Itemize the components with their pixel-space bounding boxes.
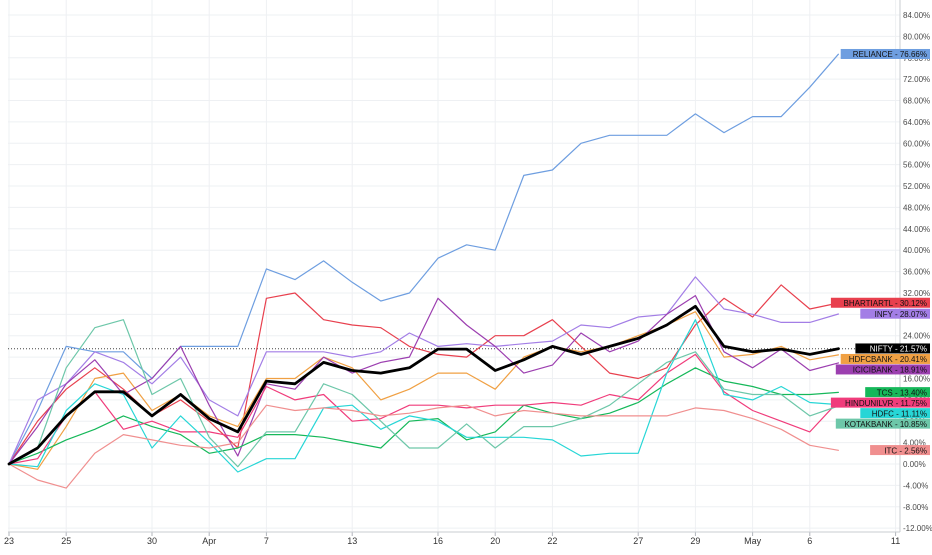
value-label-box <box>865 387 930 398</box>
y-tick-label: 80.00% <box>903 32 930 41</box>
value-label-bhartiartl: BHARTIARTL - 30.12% <box>830 297 930 308</box>
y-tick-label: 24.00% <box>903 332 930 341</box>
value-label-box <box>860 308 930 319</box>
x-tick-label: 25 <box>61 536 71 546</box>
value-label-text: HINDUNILVR - 11.75% <box>845 399 927 408</box>
value-label-icicibank: ICICIBANK - 18.91% <box>835 364 930 375</box>
x-tick-label: 11 <box>891 536 900 546</box>
y-tick-label: 72.00% <box>903 75 930 84</box>
value-label-infy: INFY - 28.07% <box>860 308 930 319</box>
y-tick-label: 36.00% <box>903 268 930 277</box>
grid <box>8 0 900 532</box>
series-line-hdfc <box>8 319 840 473</box>
value-label-text: BHARTIARTL - 30.12% <box>844 299 927 308</box>
y-tick-label: 44.00% <box>903 225 930 234</box>
x-tick-label: 13 <box>347 536 357 546</box>
y-tick-label: 40.00% <box>903 246 930 255</box>
value-label-box <box>830 297 930 308</box>
y-tick-label: 64.00% <box>903 118 930 127</box>
x-tick-label: 16 <box>433 536 443 546</box>
y-tick-label: 32.00% <box>903 289 930 298</box>
x-tick-label: 20 <box>490 536 500 546</box>
value-label-text: HDFCBANK - 20.41% <box>849 355 927 364</box>
series-lines <box>7 53 840 489</box>
y-tick-label: 4.00% <box>903 439 926 448</box>
y-tick-label: -8.00% <box>903 503 928 512</box>
y-tick-label: 60.00% <box>903 139 930 148</box>
value-label-kotakbank: KOTAKBANK - 10.85% <box>835 418 930 429</box>
value-label-nifty: NIFTY - 21.57% <box>855 343 930 354</box>
series-line-nifty <box>7 304 840 466</box>
x-tick-label: Apr <box>202 536 216 546</box>
value-label-text: ICICIBANK - 18.91% <box>853 366 927 375</box>
y-tick-label: -12.00% <box>903 524 932 533</box>
value-label-text: TCS - 13.40% <box>877 388 927 397</box>
x-tick-label: May <box>744 536 762 546</box>
value-label-box <box>840 48 930 59</box>
y-tick-label: -4.00% <box>903 481 928 490</box>
value-label-text: KOTAKBANK - 10.85% <box>844 420 927 429</box>
y-tick-label: 16.00% <box>903 374 930 383</box>
value-label-box <box>855 343 930 354</box>
value-label-box <box>840 353 930 364</box>
y-tick-label: 68.00% <box>903 97 930 106</box>
series-line-icicibank <box>8 295 840 465</box>
y-tick-label: 56.00% <box>903 161 930 170</box>
x-tick-label: 23 <box>4 536 14 546</box>
y-tick-label: 48.00% <box>903 203 930 212</box>
series-line-itc <box>8 404 840 489</box>
value-label-hdfcbank: HDFCBANK - 20.41% <box>840 353 930 364</box>
value-label-text: NIFTY - 21.57% <box>870 345 927 354</box>
value-label-reliance: RELIANCE - 76.66% <box>840 48 930 59</box>
value-label-text: HDFC - 11.11% <box>872 409 927 418</box>
y-tick-label: 52.00% <box>903 182 930 191</box>
value-label-tcs: TCS - 13.40% <box>865 387 930 397</box>
series-line-tcs <box>8 367 840 465</box>
series-line-hindunilvr <box>8 353 840 465</box>
value-label-text: ITC - 2.56% <box>884 446 927 455</box>
last-value-labels: RELIANCE - 76.66% BHARTIARTL - 30.12% INFY… <box>830 48 930 455</box>
value-label-hdfc: HDFC - 11.11% <box>860 408 930 418</box>
value-label-box <box>870 445 930 456</box>
value-label-itc: ITC - 2.56% <box>870 445 930 455</box>
series-line-bhartiartl <box>8 284 840 465</box>
value-label-text: INFY - 28.07% <box>875 310 927 319</box>
value-label-box <box>835 364 930 375</box>
value-label-box <box>835 418 930 429</box>
value-label-hindunilvr: HINDUNILVR - 11.75% <box>830 397 930 408</box>
series-line-reliance <box>8 53 840 465</box>
y-tick-label: 0.00% <box>903 460 926 469</box>
y-tick-label: 84.00% <box>903 11 930 20</box>
x-tick-label: 30 <box>147 536 157 546</box>
x-tick-label: 6 <box>807 536 812 546</box>
series-line-kotakbank <box>8 319 840 468</box>
x-tick-label: 29 <box>690 536 700 546</box>
x-tick-label: 7 <box>264 536 269 546</box>
series-line-infy <box>8 276 840 465</box>
value-label-box <box>860 408 930 419</box>
x-tick-label: 22 <box>547 536 557 546</box>
x-tick-label: 27 <box>633 536 643 546</box>
value-label-box <box>830 397 930 408</box>
value-label-text: RELIANCE - 76.66% <box>853 50 927 59</box>
series-line-hdfcbank <box>8 311 840 470</box>
